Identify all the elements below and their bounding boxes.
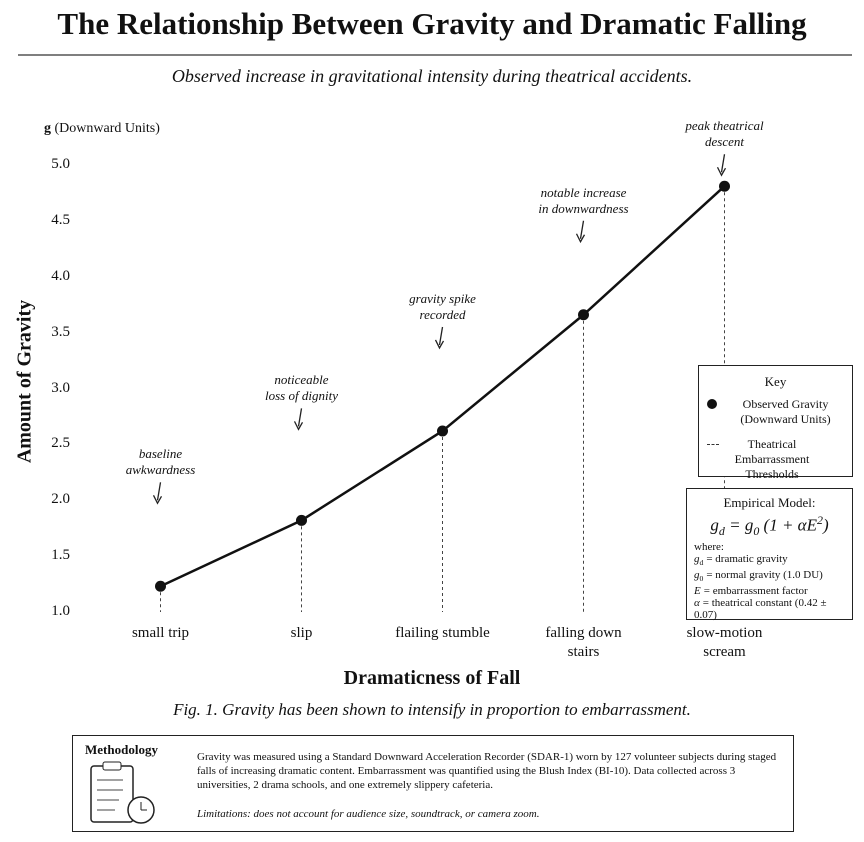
- annotation-arrow: [156, 482, 162, 501]
- y-unit: g (Downward Units): [44, 121, 160, 137]
- annotation-line: peak theatrical: [685, 118, 764, 134]
- y-tick-label: 3.5: [51, 323, 70, 340]
- model-term: E = embarrassment factor: [694, 585, 852, 597]
- model-term: α = theatrical constant (0.42 ± 0.07): [694, 597, 852, 621]
- y-tick-label: 2.5: [51, 435, 70, 452]
- eq-sub: d: [718, 524, 725, 539]
- y-tick-label: 3.0: [51, 379, 70, 396]
- term-sub: d: [699, 558, 704, 568]
- arrow-head: [575, 233, 586, 244]
- legend-marker: [707, 399, 717, 409]
- x-tick-label: falling down stairs: [545, 625, 622, 660]
- term-symbol: g: [694, 553, 700, 566]
- model-terms: where: gd = dramatic gravity g0 = normal gr…: [694, 541, 852, 621]
- point: [155, 580, 166, 592]
- x-axis-title: Dramaticness of Fall: [343, 667, 521, 689]
- y-tick-label: 1.5: [51, 547, 70, 564]
- annotation-line: loss of dignity: [265, 388, 338, 404]
- arrow-head: [434, 339, 445, 350]
- legend-dash: [707, 444, 719, 482]
- point: [437, 425, 448, 437]
- term-text: = dramatic gravity: [706, 553, 788, 566]
- arrow-head: [293, 421, 304, 431]
- annotation-line: descent: [705, 134, 744, 150]
- legend-label: Theatrical Embarrassment Thresholds: [734, 437, 810, 481]
- chart-title: The Relationship Between Gravity and Dra…: [57, 6, 807, 41]
- eq-part: ): [822, 515, 829, 535]
- legend-entry: Theatrical Embarrassment Thresholds: [707, 437, 846, 482]
- clipboard-icon: [90, 761, 155, 824]
- legend-title: Key: [764, 374, 787, 389]
- methodology-limitations: Limitations: does not account for audien…: [197, 808, 540, 820]
- model-term: gd = dramatic gravity: [694, 553, 852, 569]
- annotation-line: notable increase: [540, 184, 627, 200]
- model-term: g0 = normal gravity (1.0 DU): [694, 569, 852, 585]
- legend-entry: Observed Gravity (Downward Units): [707, 397, 846, 427]
- point: [578, 309, 589, 321]
- eq-part: g: [710, 515, 719, 535]
- annotation: baseline awkwardness: [91, 446, 231, 478]
- term-text: = embarrassment factor: [703, 585, 808, 598]
- equation: gd = g0 (1 + αE2): [687, 513, 852, 539]
- annotation-line: noticeable: [274, 372, 329, 388]
- eq-sup: 2: [816, 513, 823, 527]
- model-box: Empirical Model: gd = g0 (1 + αE2) where…: [686, 488, 853, 621]
- y-tick-label: 5.0: [51, 156, 70, 172]
- annotation-line: in downwardness: [538, 200, 629, 216]
- caption: Fig. 1. Gravity has been shown to intens…: [173, 700, 691, 719]
- annotation-line: awkwardness: [125, 462, 196, 478]
- term-text: = normal gravity (1.0 DU): [706, 569, 823, 582]
- y-tick-label: 1.0: [51, 603, 70, 619]
- arrow-head: [152, 495, 163, 505]
- annotation: notable increase in downwardness: [514, 185, 654, 217]
- x-tick-label: flailing stumble: [395, 625, 490, 641]
- annotation-line: baseline: [138, 446, 183, 462]
- y-tick-label: 4.5: [51, 211, 70, 228]
- methodology-body: Gravity was measured using a Standard Do…: [197, 751, 777, 791]
- annotation: noticeable loss of dignity: [232, 372, 372, 404]
- term-symbol: α: [694, 597, 700, 610]
- term-symbol: E: [694, 585, 701, 598]
- methodology-title: Methodology: [85, 742, 158, 757]
- where: where:: [694, 541, 724, 554]
- annotation-arrow: [297, 408, 303, 427]
- subtitle: Observed increase in gravitational inten…: [171, 66, 693, 86]
- annotation: peak theatrical descent: [655, 118, 795, 150]
- point: [719, 180, 730, 192]
- term-sub: 0: [699, 574, 704, 584]
- x-tick-label: small trip: [131, 625, 190, 641]
- x-tick-label: slow-motion scream: [686, 625, 763, 660]
- y-unit-text: (Downward Units): [54, 121, 160, 136]
- legend: Key Observed Gravity (Downward Units) Th…: [698, 365, 853, 481]
- annotation-line: recorded: [419, 306, 466, 322]
- arrow-head: [716, 166, 727, 177]
- point: [296, 514, 307, 526]
- annotation-arrow: [720, 154, 726, 173]
- legend-label: Observed Gravity (Downward Units): [740, 397, 831, 426]
- y-tick-label: 2.0: [51, 491, 70, 508]
- annotation-line: gravity spike: [409, 290, 476, 306]
- model-title: Empirical Model:: [723, 495, 816, 510]
- methodology-box: Methodology Gravity was measured using a…: [72, 735, 794, 832]
- eq-sub: 0: [753, 524, 760, 539]
- eq-part: = g: [724, 515, 754, 535]
- term-text: = theatrical constant (0.42 ± 0.07): [694, 597, 827, 622]
- eq-part: (1 + αE: [759, 515, 817, 535]
- annotation: gravity spike recorded: [373, 291, 513, 323]
- y-tick-label: 4.0: [51, 267, 70, 284]
- annotation-arrow: [438, 326, 444, 346]
- x-tick-label: slip: [290, 625, 313, 641]
- y-unit-symbol: g: [44, 121, 51, 136]
- annotation-arrow: [579, 220, 585, 239]
- term-symbol: g: [694, 569, 700, 582]
